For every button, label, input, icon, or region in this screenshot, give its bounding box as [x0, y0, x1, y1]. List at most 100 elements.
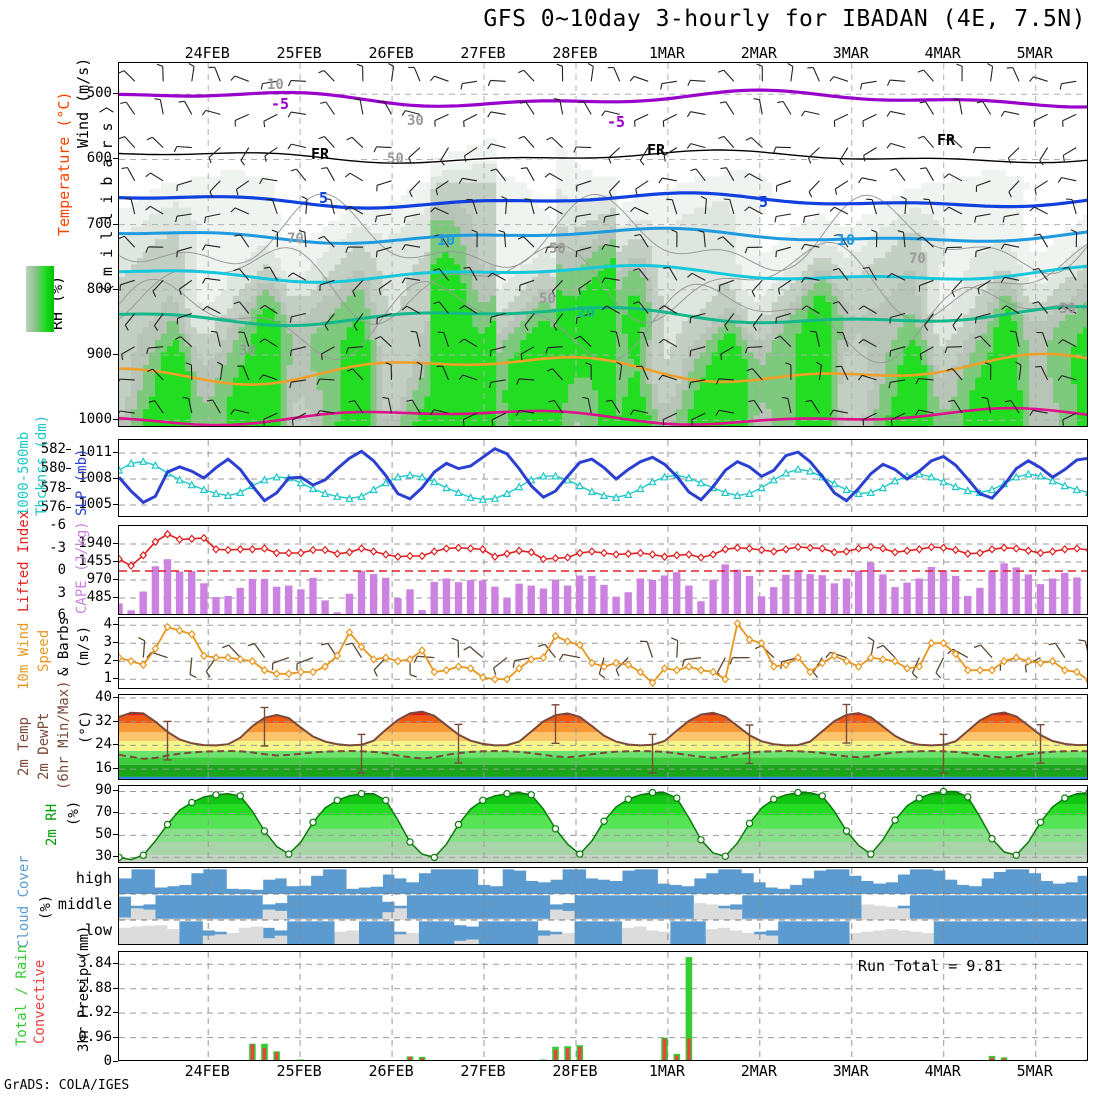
page-title: GFS 0~10day 3-hourly for IBADAN (4E, 7.5…	[483, 6, 1086, 32]
date-label-2mar: 2MAR	[740, 1062, 777, 1080]
tick-mark	[113, 1037, 118, 1038]
label-10m-wind: 10m Wind	[16, 622, 32, 690]
cloud-row-label-middle: middle	[57, 894, 112, 913]
slp-tick-1008: 1008	[78, 470, 112, 486]
tick-mark	[113, 478, 118, 479]
tick-mark	[113, 597, 118, 598]
label-temp-units: (°C)	[78, 710, 94, 744]
label-wind-units: (m/s)	[76, 625, 92, 668]
pressure-tick-900: 900	[86, 346, 112, 362]
rh-legend-swatch	[26, 266, 54, 332]
date-label-3mar: 3MAR	[832, 44, 869, 62]
label-convective: Convective	[32, 959, 48, 1044]
tick-mark	[113, 504, 118, 505]
date-label-28feb: 28FEB	[552, 44, 598, 62]
date-label-24feb: 24FEB	[184, 44, 230, 62]
wind-tick-4: 4	[103, 616, 112, 633]
tick-mark	[113, 768, 118, 769]
lifted-index-tick--6: -6	[49, 517, 66, 533]
panel-3hr-precip[interactable]	[118, 951, 1088, 1061]
label-cape: CAPE (J/kg)	[74, 521, 90, 614]
thickness-tick-582: 582	[40, 440, 66, 457]
temp-tick-24: 24	[95, 736, 112, 753]
tick-mark	[113, 419, 118, 420]
date-label-25feb: 25FEB	[276, 44, 322, 62]
date-label-1mar: 1MAR	[648, 1062, 685, 1080]
lifted-index-tick--3: -3	[49, 539, 66, 556]
panel-cape-lifted-index[interactable]	[118, 525, 1088, 615]
tick-mark	[113, 224, 118, 225]
label-total-rain: Total / Rain	[14, 944, 30, 1046]
label-thickness-2: Thcknss (dm)	[34, 414, 50, 516]
tick-mark	[113, 856, 118, 857]
panel-10m-wind[interactable]	[118, 617, 1088, 689]
tick-mark	[113, 452, 118, 453]
cape-tick-970: 970	[86, 571, 112, 587]
date-label-2mar: 2MAR	[740, 44, 777, 62]
tick-mark	[113, 988, 118, 989]
cape-tick-1940: 1940	[78, 535, 112, 551]
plot-canvas	[119, 786, 1087, 862]
panel-upper-air[interactable]: -5 -5 FR FR FR 5 5 10 10 20 10 30 50 70 50 30 50 70 30	[118, 62, 1088, 427]
tick-mark	[113, 642, 118, 643]
pressure-tick-700: 700	[86, 215, 112, 232]
cape-tick-1455: 1455	[78, 553, 112, 569]
panel-2m-rh[interactable]	[118, 785, 1088, 863]
temp-tick-16: 16	[95, 760, 112, 777]
tick-mark	[113, 834, 118, 835]
panel-2m-temp-dewpt[interactable]	[118, 694, 1088, 780]
pressure-tick-1000: 1000	[78, 411, 112, 428]
date-label-27feb: 27FEB	[460, 44, 506, 62]
panel-cloud-cover[interactable]	[118, 867, 1088, 945]
tick-mark	[66, 488, 71, 489]
label-cloud-cover: Cloud Cover	[16, 855, 32, 948]
date-label-28feb: 28FEB	[552, 1062, 598, 1080]
panel-slp-thickness[interactable]	[118, 439, 1088, 517]
label-wind: Wind (m/s)	[74, 57, 92, 148]
precip-tick-0.96: 0.96	[78, 1028, 112, 1045]
plot-canvas	[119, 618, 1087, 688]
date-label-24feb: 24FEB	[184, 1062, 230, 1080]
tick-mark	[113, 963, 118, 964]
date-label-27feb: 27FEB	[460, 1062, 506, 1080]
temp-tick-40: 40	[95, 688, 112, 705]
tick-mark	[113, 790, 118, 791]
date-label-4mar: 4MAR	[924, 44, 961, 62]
rh2m-tick-90: 90	[95, 782, 112, 799]
lifted-index-tick-0: 0	[57, 562, 66, 578]
label-minmax: (6hr Min/Max)	[56, 680, 72, 790]
label-temperature: Temperature (°C)	[55, 91, 73, 237]
label-2m-dewpt: 2m DewPt	[36, 712, 52, 780]
label-slp: SLP (mb)	[74, 448, 90, 516]
wind-tick-2: 2	[103, 652, 112, 669]
tick-mark	[113, 1061, 118, 1062]
tick-mark	[113, 158, 118, 159]
tick-mark	[113, 812, 118, 813]
wind-tick-1: 1	[103, 670, 112, 687]
tick-mark	[113, 624, 118, 625]
slp-tick-1005: 1005	[78, 496, 112, 512]
label-wind-speed: Speed	[36, 629, 52, 672]
label-thickness-1: 1000-500mb	[16, 431, 32, 516]
plot-canvas	[119, 868, 1087, 944]
cape-tick-485: 485	[86, 589, 112, 605]
plot-canvas	[119, 526, 1087, 614]
cloud-row-label-low: low	[84, 920, 112, 939]
precip-run-total: Run Total = 9.81	[858, 957, 1003, 975]
tick-mark	[113, 289, 118, 290]
label-lifted-index: Lifted Index	[16, 510, 32, 612]
thickness-tick-578: 578	[40, 479, 66, 496]
date-label-5mar: 5MAR	[1016, 44, 1053, 62]
tick-mark	[113, 561, 118, 562]
tick-mark	[113, 660, 118, 661]
precip-tick-0: 0	[103, 1053, 112, 1069]
date-label-25feb: 25FEB	[276, 1062, 322, 1080]
tick-mark	[113, 1012, 118, 1013]
thickness-tick-576: 576	[40, 499, 66, 516]
pressure-tick-500: 500	[86, 85, 112, 102]
precip-tick-2.88: 2.88	[78, 979, 112, 996]
cloud-row-label-high: high	[75, 868, 112, 887]
temp-tick-32: 32	[95, 712, 112, 729]
date-label-5mar: 5MAR	[1016, 1062, 1053, 1080]
